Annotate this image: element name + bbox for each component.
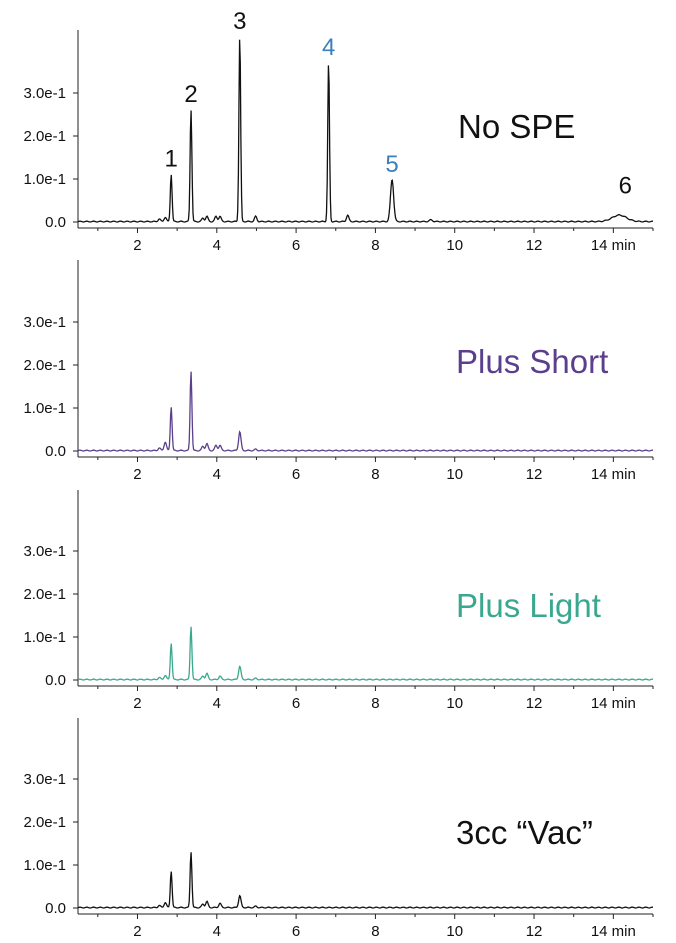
trace-line bbox=[77, 852, 654, 909]
chart-panel-4: 0.0 1.0e-1 2.0e-1 3.0e-1 2 4 6 8 10 12 14 min 3cc “… bbox=[23, 718, 654, 940]
x-tick-label: 6 bbox=[292, 466, 300, 483]
chart-panel-1: 0.01.0e-12.0e-13.0e-12 4 6 8 10 12 14 min12345… bbox=[23, 8, 654, 254]
y-tick-label: 0.0 bbox=[45, 672, 66, 689]
y-tick-label: 2.0e-1 bbox=[23, 814, 66, 831]
trace-line bbox=[77, 626, 654, 681]
x-tick-label: 6 bbox=[292, 237, 300, 254]
chart-panel-3: 0.0 1.0e-1 2.0e-1 3.0e-1 2 4 6 8 10 12 14 min Plus … bbox=[23, 490, 654, 712]
y-tick-label: 0.0 bbox=[45, 214, 66, 231]
x-tick-label: 12 bbox=[526, 923, 543, 940]
x-tick-label: 2 bbox=[133, 466, 141, 483]
x-tick-label: 8 bbox=[371, 466, 379, 483]
x-tick-label: 10 bbox=[446, 695, 463, 712]
x-tick-label: 4 bbox=[213, 695, 221, 712]
y-tick-label: 1.0e-1 bbox=[23, 171, 66, 188]
x-tick-label: 4 bbox=[213, 923, 221, 940]
peak-label: 4 bbox=[322, 34, 335, 61]
x-tick-label: 10 bbox=[446, 466, 463, 483]
y-tick-label: 1.0e-1 bbox=[23, 629, 66, 646]
x-tick-label: 6 bbox=[292, 923, 300, 940]
x-tick-label: 14 min bbox=[591, 466, 636, 483]
y-tick-label: 3.0e-1 bbox=[23, 543, 66, 560]
y-tick-label: 3.0e-1 bbox=[23, 314, 66, 331]
y-tick-label: 2.0e-1 bbox=[23, 128, 66, 145]
panel-label: Plus Short bbox=[456, 343, 608, 380]
y-tick-label: 1.0e-1 bbox=[23, 400, 66, 417]
peak-label: 3 bbox=[233, 8, 246, 35]
x-tick-label: 14 min bbox=[591, 923, 636, 940]
x-tick-label: 14 min bbox=[591, 237, 636, 254]
x-tick-label: 10 bbox=[446, 237, 463, 254]
x-tick-label: 8 bbox=[371, 695, 379, 712]
x-tick-label: 12 bbox=[526, 237, 543, 254]
x-tick-label: 6 bbox=[292, 695, 300, 712]
y-tick-label: 3.0e-1 bbox=[23, 771, 66, 788]
y-tick-label: 1.0e-1 bbox=[23, 857, 66, 874]
x-tick-label: 12 bbox=[526, 695, 543, 712]
panel-label: No SPE bbox=[458, 108, 575, 145]
x-tick-label: 8 bbox=[371, 237, 379, 254]
trace-line bbox=[77, 371, 654, 452]
y-tick-label: 3.0e-1 bbox=[23, 85, 66, 102]
x-tick-label: 14 min bbox=[591, 695, 636, 712]
y-tick-label: 0.0 bbox=[45, 443, 66, 460]
peak-label: 6 bbox=[619, 173, 632, 200]
peak-label: 5 bbox=[385, 151, 398, 178]
x-tick-label: 2 bbox=[133, 923, 141, 940]
panel-label: Plus Light bbox=[456, 587, 601, 624]
x-tick-label: 4 bbox=[213, 466, 221, 483]
y-tick-label: 2.0e-1 bbox=[23, 586, 66, 603]
chart-panel-2: 0.0 1.0e-1 2.0e-1 3.0e-1 2 4 6 8 10 12 14 min Plus … bbox=[23, 260, 654, 483]
peak-label: 2 bbox=[184, 81, 197, 108]
x-tick-label: 4 bbox=[213, 237, 221, 254]
y-tick-label: 0.0 bbox=[45, 900, 66, 917]
x-tick-label: 12 bbox=[526, 466, 543, 483]
x-tick-label: 10 bbox=[446, 923, 463, 940]
panel-label: 3cc “Vac” bbox=[456, 814, 593, 851]
x-tick-label: 8 bbox=[371, 923, 379, 940]
peak-label: 1 bbox=[165, 146, 178, 173]
y-tick-label: 2.0e-1 bbox=[23, 357, 66, 374]
x-tick-label: 2 bbox=[133, 695, 141, 712]
trace-line bbox=[77, 39, 654, 223]
x-tick-label: 2 bbox=[133, 237, 141, 254]
